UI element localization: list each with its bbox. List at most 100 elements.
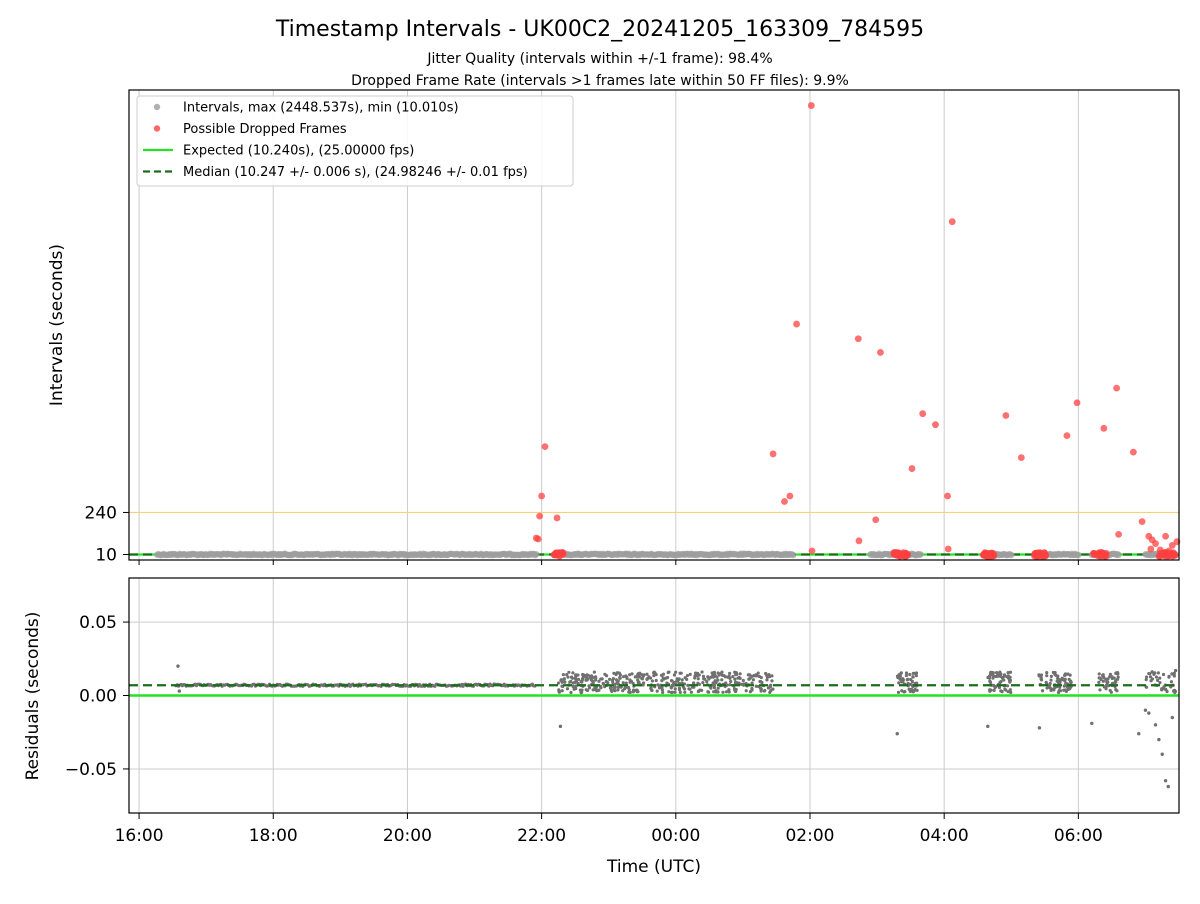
residual-point: [904, 673, 908, 678]
residual-point: [1108, 672, 1113, 676]
residual-point: [1116, 672, 1120, 676]
residual-point: [688, 672, 692, 676]
time-xtick-label-4: 00:00: [651, 826, 700, 846]
residual-point: [1058, 689, 1063, 693]
residual-point: [653, 671, 657, 675]
residual-point: [758, 686, 762, 690]
residual-point: [1060, 678, 1064, 682]
residual-point: [1101, 673, 1105, 677]
residual-point: [587, 686, 592, 690]
residual-point: [1144, 675, 1149, 679]
intervals-legend: Intervals, max (2448.537s), min (10.010s…: [136, 95, 574, 187]
residual-point: [899, 671, 903, 675]
residual-point: [559, 678, 563, 682]
dropped-frame-point-1: [534, 535, 542, 543]
residual-point: [742, 682, 746, 686]
interval-point: [1008, 551, 1015, 559]
dropped-frame-point-7: [781, 498, 788, 505]
residual-point: [727, 674, 731, 678]
residual-point: [1064, 689, 1069, 694]
residual-point: [674, 670, 678, 674]
residual-point: [756, 671, 760, 675]
residual-point: [649, 685, 653, 690]
residual-point: [1063, 673, 1067, 677]
residual-point: [755, 674, 759, 678]
residual-outlier-0: [176, 664, 180, 668]
intervals-ytick-label-1: 240: [85, 503, 117, 523]
residual-point: [666, 675, 670, 680]
dropped-frame-point-10: [807, 102, 815, 109]
dropped-frame-cluster-point: [1096, 551, 1104, 558]
residual-point: [677, 686, 682, 690]
residual-point: [645, 672, 649, 676]
residual-point: [628, 690, 632, 694]
residual-point: [904, 671, 909, 675]
residual-point: [1109, 690, 1113, 694]
residual-point: [1049, 688, 1053, 692]
residual-point: [727, 690, 731, 694]
residual-point: [1158, 681, 1162, 685]
residual-point: [912, 688, 916, 693]
dropped-frame-point-37: [1147, 545, 1155, 553]
residual-point: [670, 690, 674, 694]
residual-point: [612, 671, 616, 675]
residual-point: [1040, 689, 1045, 693]
residual-point: [987, 676, 992, 680]
residual-point: [689, 690, 694, 694]
residual-point: [610, 678, 615, 682]
residual-point: [915, 688, 919, 692]
residual-point: [733, 680, 738, 684]
residual-outlier-15: [1166, 784, 1170, 789]
dropped-frame-point-22: [1002, 412, 1010, 419]
residual-point: [640, 676, 644, 681]
residual-point: [711, 675, 715, 679]
residual-point: [628, 678, 632, 682]
residual-point: [645, 677, 649, 681]
interval-point: [1075, 551, 1082, 559]
residual-point: [631, 688, 636, 692]
dropped-frame-point-20: [944, 545, 952, 553]
residual-outlier-7: [1137, 731, 1141, 736]
dropped-frame-point-26: [1100, 424, 1108, 432]
residual-point: [686, 683, 690, 687]
residual-point: [1167, 675, 1171, 679]
residual-point: [1045, 670, 1049, 675]
residuals-ytick-label-1: 0.00: [79, 687, 117, 707]
residual-point: [997, 685, 1002, 690]
residual-point: [738, 672, 742, 676]
residual-point: [576, 677, 581, 681]
residual-point: [670, 679, 674, 683]
residual-point: [700, 688, 704, 692]
residuals-ytick-label-0: 0.05: [79, 613, 117, 633]
residual-point: [1110, 675, 1114, 679]
residual-outlier-6: [1090, 721, 1094, 726]
residual-point: [579, 690, 583, 695]
interval-point: [533, 551, 540, 558]
dropped-frame-point-6: [769, 450, 777, 458]
interval-point: [790, 551, 797, 559]
time-xtick-label-6: 04:00: [920, 826, 969, 846]
intervals-ytick-label-0: 10: [95, 546, 117, 566]
residual-point: [697, 673, 701, 677]
dropped-frame-point-15: [877, 349, 884, 356]
residual-point: [648, 676, 653, 680]
residual-point: [1002, 674, 1006, 678]
dropped-frame-point-34: [1162, 532, 1169, 540]
residual-outlier-9: [1147, 711, 1151, 715]
residual-point: [673, 687, 677, 691]
residual-point: [716, 678, 720, 682]
residual-point: [574, 684, 578, 688]
residual-outlier-16: [1170, 715, 1174, 720]
residual-point: [609, 688, 613, 692]
time-xtick-label-2: 20:00: [383, 826, 432, 846]
residual-outlier-1: [177, 689, 182, 693]
residual-point: [760, 680, 764, 685]
residual-point: [750, 688, 754, 692]
residual-point: [571, 671, 575, 675]
residual-point: [712, 683, 716, 687]
dropped-frame-point-23: [1017, 454, 1025, 461]
residual-point: [584, 678, 588, 682]
residual-point: [685, 677, 689, 681]
residual-point: [561, 673, 565, 677]
residual-point: [1172, 671, 1176, 675]
